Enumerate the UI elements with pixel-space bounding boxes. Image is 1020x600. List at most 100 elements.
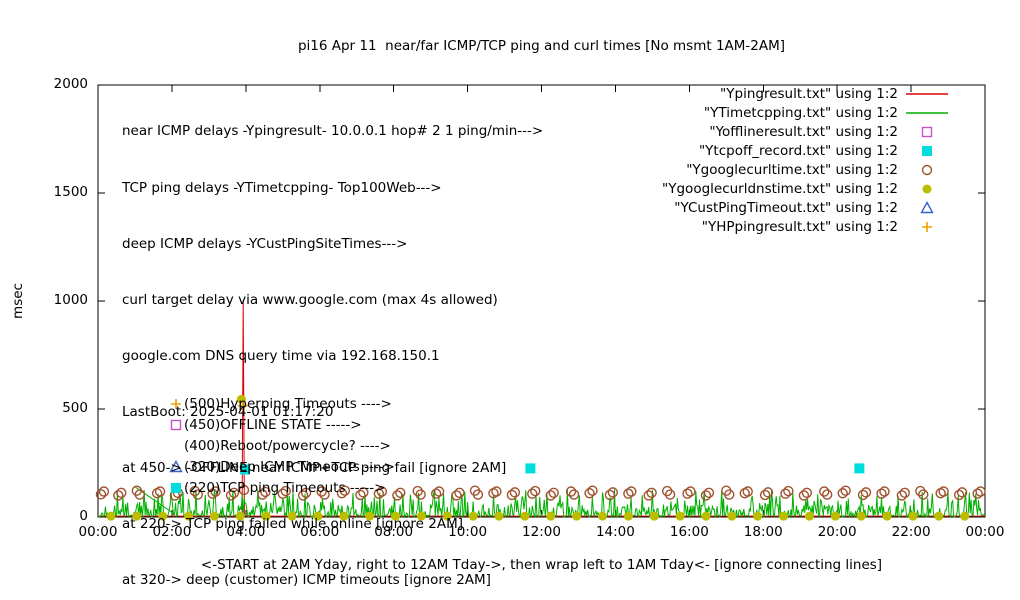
Ygooglecurltime-point [238, 484, 250, 496]
legend-circle-filled-glyph [922, 184, 932, 194]
annotation-line: LastBoot: 2025-04-01 01:17:20 [122, 403, 334, 420]
Ygooglecurldnstime-point [779, 511, 789, 521]
Ygooglecurltime-point [297, 490, 309, 501]
Ygooglecurltime-point [454, 487, 465, 499]
Ygooglecurltime-point [682, 488, 693, 499]
Ygooglecurltime-point [527, 488, 538, 499]
Ygooglecurltime-point [840, 485, 851, 496]
Ygooglecurldnstime-point [934, 511, 944, 521]
Ygooglecurltime-point [95, 489, 107, 500]
chart-title: pi16 Apr 11 near/far ICMP/TCP ping and c… [297, 38, 786, 54]
YHPpingresult-point [237, 400, 248, 411]
Ygooglecurldnstime-point [184, 511, 194, 521]
Ygooglecurltime-point [260, 486, 271, 498]
Ytcpoff_record-point [240, 464, 251, 475]
Ygooglecurldnstime-point [675, 511, 685, 521]
x-tick-label: 00:00 [965, 524, 1005, 540]
Ygooglecurltime-point [568, 489, 580, 500]
Ygooglecurltime-point [879, 486, 890, 497]
Ygooglecurltime-point [506, 489, 518, 501]
Ygooglecurldnstime-point [701, 511, 711, 521]
callout-hyperping-timeouts: (500)Hyperping Timeouts ----> [183, 396, 392, 412]
Ygooglecurltime-point [899, 487, 911, 499]
Ygooglecurltime-point [724, 489, 735, 500]
legend-row-ycustpingtimeout: "YCustPingTimeout.txt" using 1:2 [662, 198, 950, 217]
Ygooglecurltime-point [703, 487, 715, 499]
Ygooglecurltime-point [154, 486, 166, 497]
Ygooglecurltime-point [604, 489, 616, 501]
annotation-line: at 220-> TCP ping failed while online [i… [122, 516, 464, 533]
Ygooglecurldnstime-point [442, 511, 452, 521]
Ygooglecurltime-point [392, 490, 403, 501]
Ygooglecurltime-point [98, 486, 110, 497]
Ygooglecurldnstime-point [830, 511, 840, 521]
legend-triangle-open-glyph [920, 201, 934, 214]
callout-marker-triangle-open [169, 460, 183, 473]
legend-label: "YHPpingresult.txt" using 1:2 [701, 218, 898, 235]
Ygooglecurltime-point [762, 487, 774, 498]
legend-row-yofflineresult: "Yofflineresult.txt" using 1:2 [662, 122, 950, 141]
Ygooglecurldnstime-point [261, 511, 271, 521]
legend-label: "YTimetcpping.txt" using 1:2 [703, 104, 898, 121]
Ygooglecurldnstime-point [753, 511, 763, 521]
callout-marker-square-filled [170, 483, 181, 493]
Ygooglecurltime-point [509, 487, 521, 498]
legend-label: "Ypingresult.txt" using 1:2 [720, 85, 898, 102]
Ygooglecurltime-point [860, 487, 872, 498]
Ygooglecurltime-point [857, 489, 869, 501]
legend-sample-canvas [922, 222, 932, 232]
legend-sample-plus [904, 219, 950, 234]
callout-deep-icmp-timeouts: (320)Deep ICMP Timeouts ----> [183, 459, 395, 475]
Ygooglecurltime-point [584, 488, 595, 499]
Ygooglecurltime-point [626, 486, 637, 497]
Ygooglecurltime-point [280, 485, 291, 497]
Ygooglecurldnstime-point [856, 511, 866, 521]
Ygooglecurltime-point [623, 488, 634, 499]
Ygooglecurltime-point [336, 488, 348, 499]
Ygooglecurldnstime-point [468, 511, 478, 521]
Ygooglecurldnstime-point [365, 511, 375, 521]
legend-label: "Ytcpoff_record.txt" using 1:2 [698, 142, 898, 159]
legend-square-filled-glyph [922, 146, 932, 156]
legend-row-ytimetcpping: "YTimetcpping.txt" using 1:2 [662, 103, 950, 122]
Ygooglecurltime-point [587, 485, 598, 496]
callout-offline-state: (450)OFFLINE STATE -----> [183, 417, 362, 433]
Ytcpoff_record-point [525, 463, 536, 474]
annotation-line: at 450-> -OFFLINE near ICMP+TCP ping fai… [122, 460, 507, 477]
x-tick-label: 22:00 [891, 524, 931, 540]
Ygooglecurltime-point [316, 486, 327, 497]
callout-marker-square-open [170, 419, 182, 431]
Ygooglecurltime-point [192, 489, 203, 500]
Ygooglecurldnstime-point [158, 511, 168, 521]
legend-sample-canvas [921, 126, 933, 138]
Ygooglecurltime-point [801, 487, 813, 499]
y-tick-label: 0 [79, 508, 88, 524]
Ygooglecurltime-point [876, 488, 887, 499]
Ygooglecurltime-point [819, 486, 830, 497]
Ygooglecurltime-point [685, 486, 696, 497]
Ygooglecurltime-point [207, 488, 218, 499]
Ygooglecurltime-point [664, 489, 676, 500]
Ygooglecurldnstime-point [106, 511, 116, 521]
Ygooglecurltime-point [415, 489, 426, 500]
legend-sample-red-line [904, 86, 950, 101]
Ytcpoff_record-point [854, 463, 865, 474]
Ygooglecurltime-point [225, 490, 237, 501]
x-tick-label: 00:00 [78, 524, 118, 540]
x-tick-label: 04:00 [226, 524, 266, 540]
x-tick-label: 10:00 [448, 524, 488, 540]
Ygooglecurltime-point [821, 489, 833, 500]
Ygooglecurltime-point [915, 485, 926, 497]
Ygooglecurltime-point [134, 489, 145, 500]
Ygooglecurldnstime-point [908, 511, 918, 521]
Ygooglecurldnstime-point [520, 511, 530, 521]
annotation-block: near ICMP delays -Ypingresult- 10.0.0.1 … [122, 85, 558, 600]
Ygooglecurltime-point [759, 489, 771, 501]
Ygooglecurltime-point [646, 487, 657, 499]
Ygooglecurltime-point [548, 487, 559, 499]
annotation-line: near ICMP delays -Ypingresult- 10.0.0.1 … [122, 123, 544, 140]
Ygooglecurltime-point [373, 488, 385, 499]
Ygooglecurltime-point [472, 489, 484, 500]
Ygooglecurldnstime-point [391, 511, 401, 521]
Ygooglecurltime-point [376, 486, 388, 497]
